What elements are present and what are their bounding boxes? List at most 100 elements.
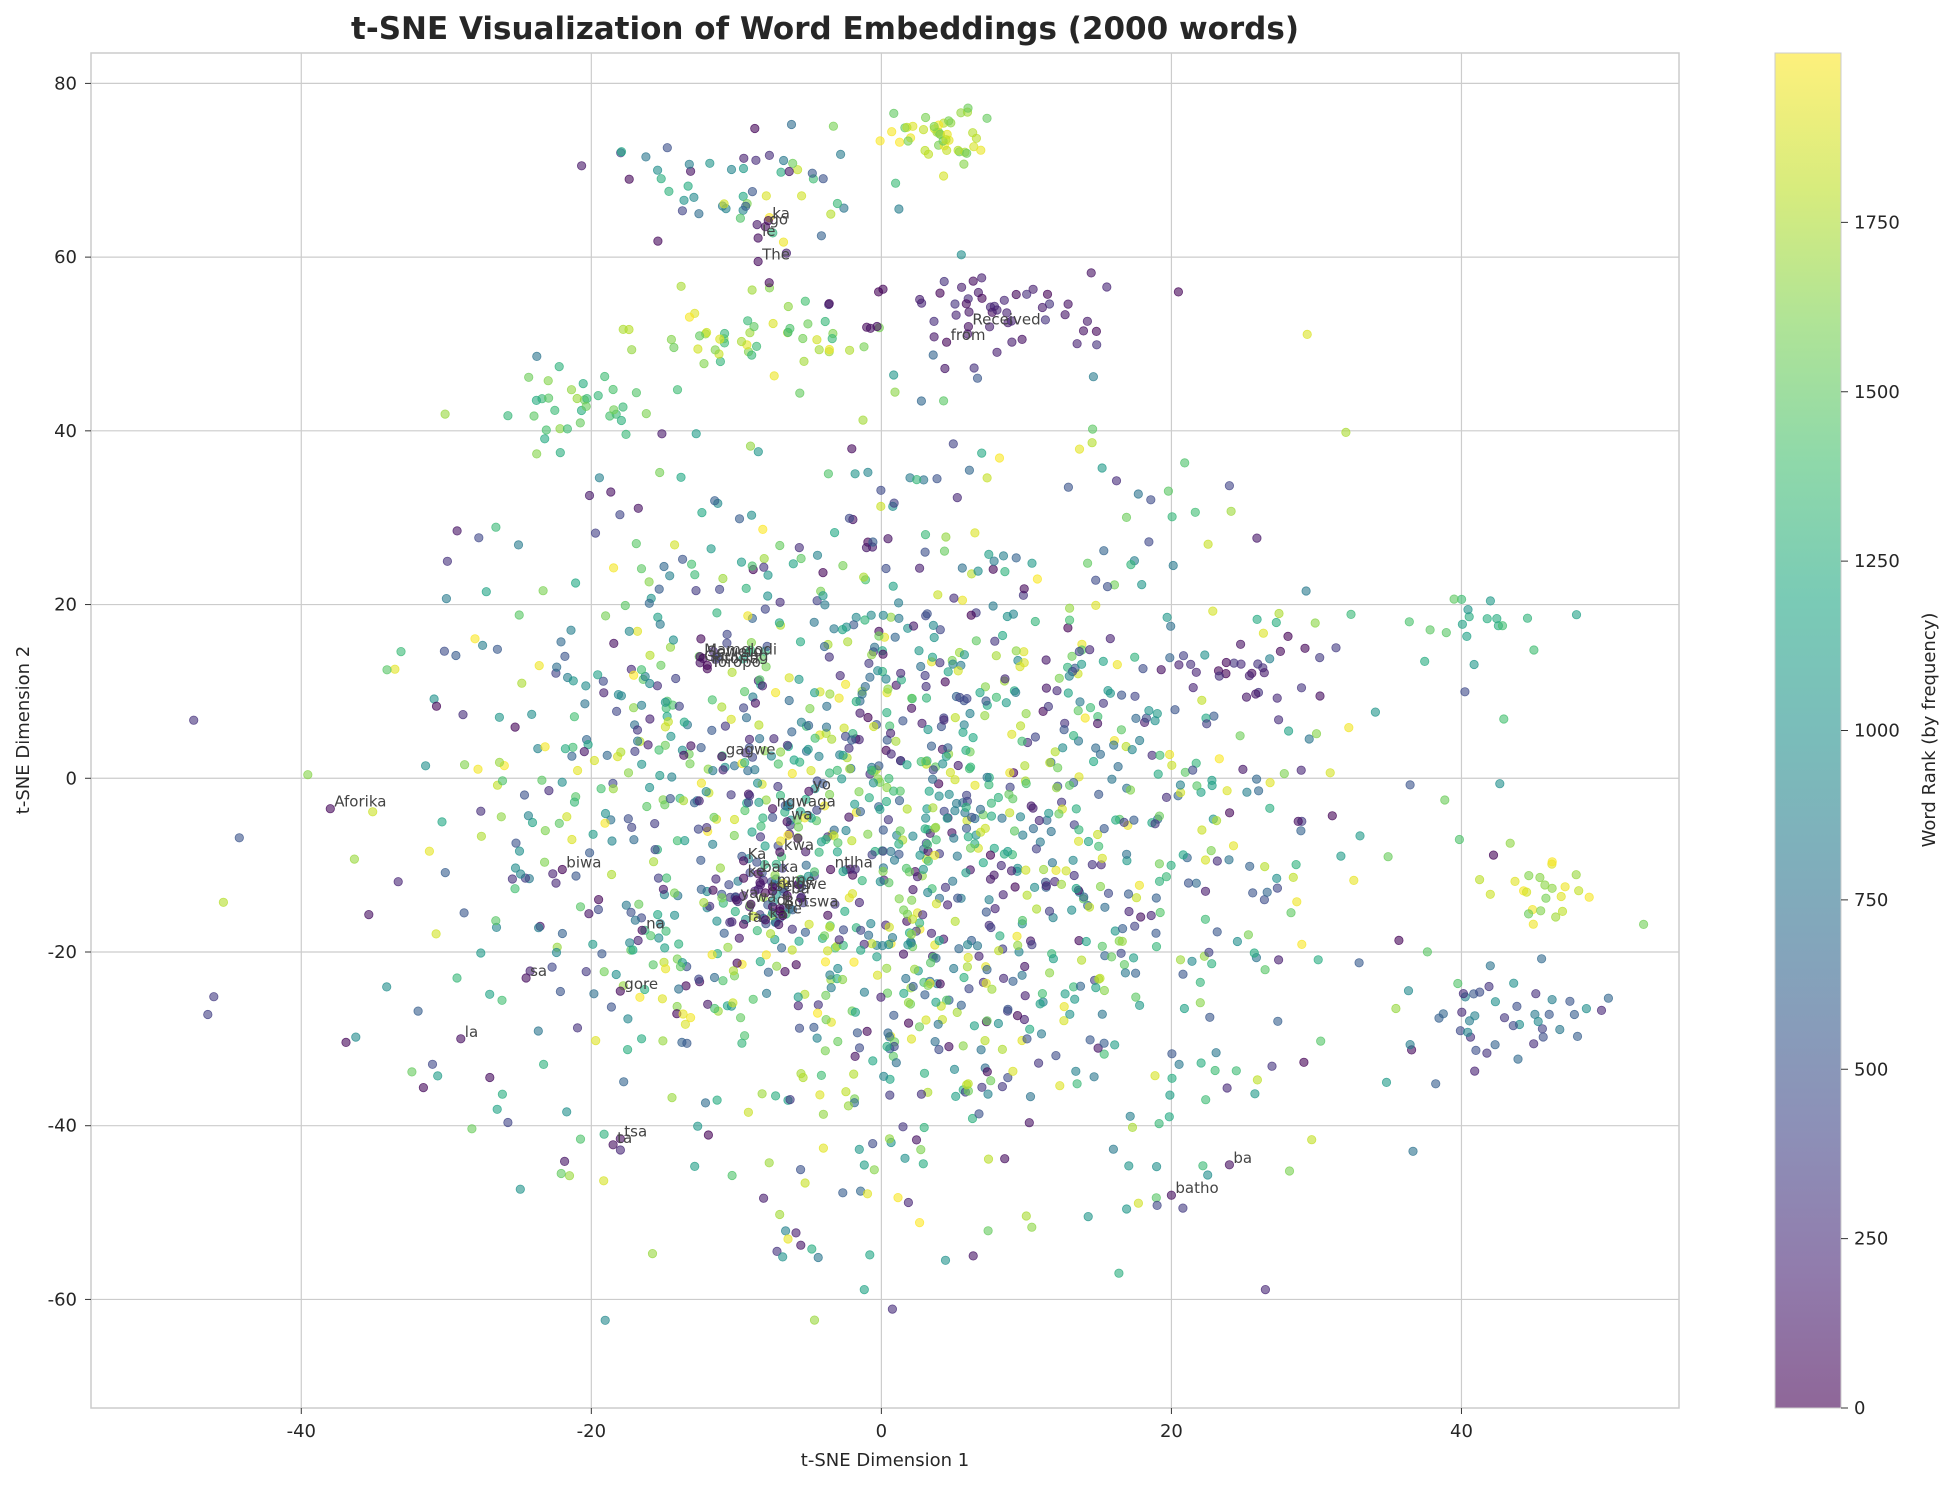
data-point: [624, 626, 634, 636]
data-point: [991, 651, 1001, 661]
data-point: [663, 717, 673, 727]
data-point: [494, 712, 504, 722]
data-point: [906, 703, 917, 713]
data-point: [407, 1067, 417, 1077]
data-point: [780, 1226, 791, 1236]
data-point: [664, 186, 674, 196]
data-point: [632, 725, 643, 735]
data-point: [481, 587, 491, 597]
data-point: [1224, 1160, 1235, 1170]
data-point: [349, 854, 359, 864]
data-point: [1037, 988, 1048, 999]
data-point: [1061, 866, 1071, 876]
data-point: [691, 585, 701, 596]
data-point: [798, 333, 808, 344]
data-point: [847, 735, 857, 745]
data-point: [754, 720, 764, 730]
data-point: [636, 564, 647, 574]
data-point: [452, 526, 462, 536]
data-point: [975, 687, 985, 698]
data-point: [945, 767, 956, 778]
data-point: [684, 159, 694, 169]
data-point: [539, 857, 550, 867]
data-point: [709, 972, 720, 983]
data-point: [1463, 1027, 1473, 1037]
data-point: [636, 665, 647, 675]
data-point: [854, 897, 865, 908]
data-point: [1109, 740, 1119, 750]
data-point: [889, 855, 900, 865]
data-point: [533, 1026, 543, 1036]
data-point: [325, 804, 335, 814]
data-point: [899, 905, 909, 915]
data-point: [803, 720, 814, 731]
data-point: [1134, 880, 1145, 890]
data-point: [1054, 809, 1064, 819]
x-tick-label: -20: [577, 1421, 606, 1442]
data-point: [1248, 888, 1258, 898]
data-point: [980, 1036, 990, 1046]
data-point: [458, 709, 468, 720]
data-point: [1027, 940, 1037, 950]
data-point: [738, 191, 748, 201]
data-point: [953, 760, 963, 771]
data-point: [1310, 618, 1320, 628]
word-annotation: e: [784, 895, 793, 913]
data-point: [1155, 750, 1165, 760]
data-point: [548, 869, 558, 879]
data-point: [987, 984, 997, 994]
data-point: [1252, 1075, 1263, 1085]
data-point: [474, 533, 484, 543]
data-point: [865, 1250, 875, 1260]
data-point: [1011, 553, 1021, 563]
data-point: [1383, 852, 1393, 862]
data-point: [921, 1015, 931, 1025]
data-point: [667, 1093, 677, 1103]
data-point: [752, 925, 762, 936]
data-point: [906, 1034, 917, 1044]
data-point: [1152, 1162, 1162, 1172]
data-point: [975, 827, 986, 837]
data-point: [1195, 998, 1205, 1008]
data-point: [859, 572, 869, 582]
data-point: [1524, 909, 1534, 919]
data-point: [1150, 1071, 1160, 1081]
data-point: [727, 1170, 737, 1181]
data-point: [943, 743, 953, 753]
data-point: [554, 818, 564, 829]
data-point: [665, 571, 675, 581]
data-point: [868, 1139, 878, 1149]
data-point: [1565, 996, 1575, 1006]
data-point: [940, 882, 951, 893]
data-point: [1499, 714, 1509, 724]
data-point: [557, 864, 567, 875]
data-point: [645, 714, 655, 724]
data-point: [824, 789, 835, 800]
data-point: [1235, 731, 1245, 741]
data-point: [875, 136, 885, 146]
data-point: [492, 1104, 502, 1114]
data-point: [1201, 1095, 1211, 1105]
data-point: [382, 982, 392, 992]
data-point: [497, 995, 507, 1005]
data-point: [431, 701, 442, 711]
data-point: [1354, 958, 1364, 968]
data-point: [1259, 668, 1269, 678]
data-point: [758, 813, 768, 823]
data-point: [674, 939, 684, 949]
data-point: [596, 784, 606, 794]
data-point: [507, 874, 518, 884]
data-point: [709, 812, 719, 823]
data-point: [677, 206, 688, 216]
data-point: [620, 600, 630, 611]
data-point: [1179, 1003, 1190, 1014]
data-point: [928, 803, 938, 813]
data-point: [965, 762, 976, 772]
data-point: [1434, 1013, 1444, 1023]
data-point: [433, 1071, 443, 1081]
word-annotation: Gauteng: [704, 647, 768, 665]
data-point: [1144, 537, 1154, 547]
data-point: [640, 984, 650, 995]
data-point: [683, 181, 693, 191]
data-point: [476, 831, 486, 841]
